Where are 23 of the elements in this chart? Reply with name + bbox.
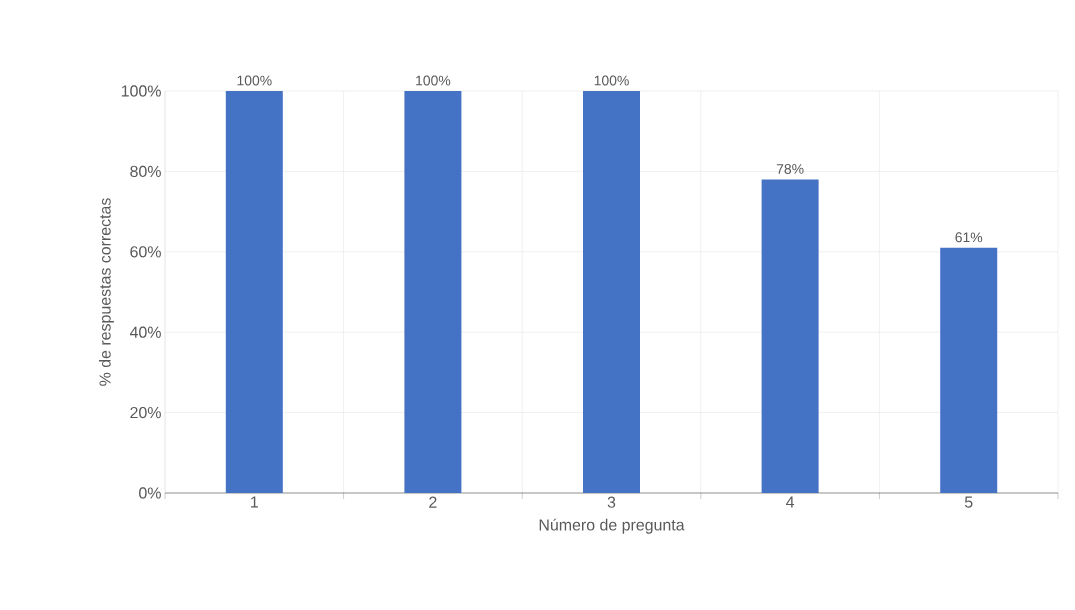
bar (583, 91, 641, 493)
x-tick-label: 5 (964, 496, 973, 508)
data-label: 61% (955, 232, 983, 243)
bar (404, 91, 462, 493)
x-tick-label: 1 (251, 496, 258, 508)
y-tick-label: 60% (130, 246, 161, 258)
y-tick-label: 20% (130, 406, 161, 419)
bar (225, 91, 283, 493)
x-axis-title: Número de pregunta (539, 518, 685, 534)
x-tick-label: 2 (429, 496, 437, 508)
y-tick-label: 100% (121, 85, 161, 97)
bar (761, 179, 819, 493)
y-tick-label: 40% (129, 326, 161, 338)
data-label: 100% (594, 75, 629, 86)
data-label: 100% (237, 75, 272, 86)
y-axis-title: % de respuestas correctas (99, 198, 114, 386)
bar (940, 247, 998, 493)
x-tick-label: 3 (607, 496, 616, 508)
y-tick-label: 0% (139, 487, 161, 499)
data-label: 100% (416, 75, 451, 86)
x-tick-label: 4 (786, 496, 795, 508)
data-label: 78% (776, 164, 804, 174)
y-tick-label: 80% (130, 165, 161, 178)
